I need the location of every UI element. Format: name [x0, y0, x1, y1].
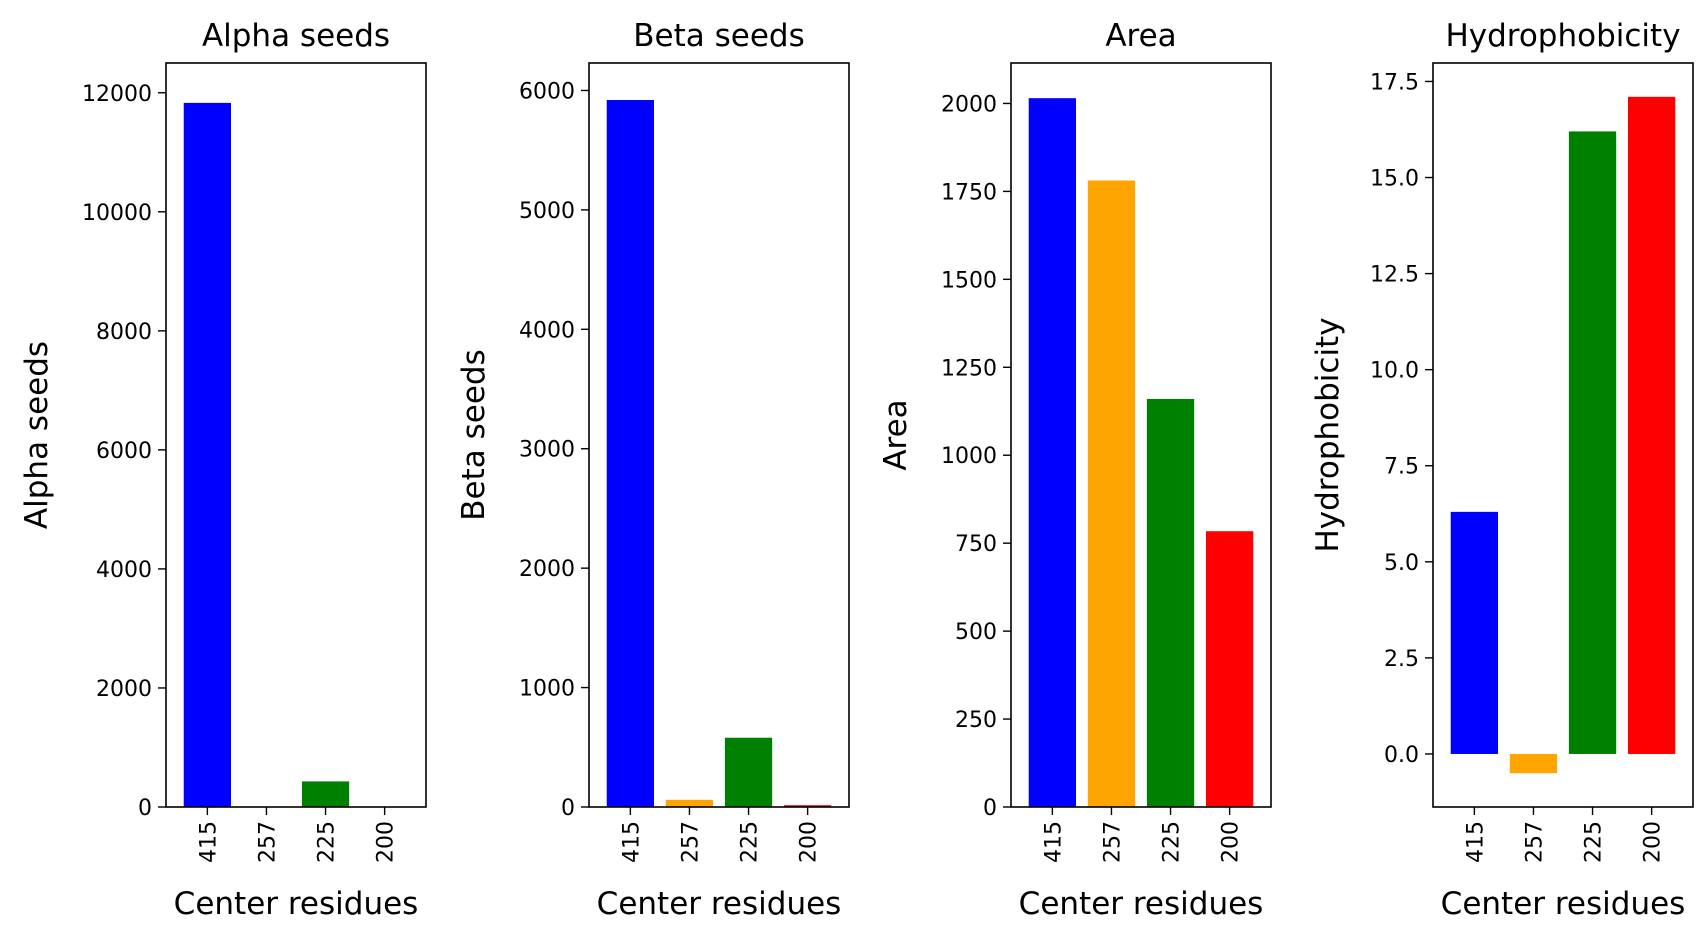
plot-frame: [1010, 62, 1272, 808]
bar-415: [183, 102, 231, 807]
y-tick-label: 1000: [519, 677, 575, 702]
x-tick-label: 257: [255, 821, 280, 863]
bar-200: [1206, 531, 1254, 807]
chart-panel-area: Area Area Center residues 0 250 500 750 1000…: [878, 18, 1272, 922]
y-tick-label: 2.5: [1384, 647, 1419, 672]
y-tick-label: 5000: [519, 199, 575, 224]
bar-257: [1087, 180, 1136, 808]
chart-panel-hydrophobicity: Hydrophobicity Hydrophobicity Center res…: [1310, 18, 1694, 922]
y-tick-label: 1500: [941, 268, 997, 293]
y-tick-label: 0: [561, 796, 575, 821]
x-axis-label: Center residues: [1441, 886, 1686, 922]
x-axis-label: Center residues: [597, 886, 842, 922]
bar-415: [1450, 511, 1498, 754]
x-tick-label: 257: [678, 821, 703, 863]
bar-415: [1028, 98, 1076, 807]
bar-415: [606, 100, 654, 807]
x-tick-label: 415: [196, 821, 221, 863]
x-tick-label: 415: [1463, 821, 1488, 863]
chart-panel-alpha-seeds: Alpha seeds Alpha seeds Center residues …: [19, 18, 427, 922]
x-tick-label: 415: [1041, 821, 1066, 863]
bar-257: [1509, 753, 1558, 774]
x-tick-label: 200: [374, 821, 399, 863]
y-tick-label: 1250: [941, 356, 997, 381]
y-tick-label: 1000: [941, 444, 997, 469]
x-axis-label: Center residues: [1019, 886, 1264, 922]
x-tick-label: 200: [1641, 821, 1666, 863]
bar-257: [665, 799, 714, 807]
y-tick-label: 12.5: [1370, 263, 1419, 288]
x-tick-label: 415: [619, 821, 644, 863]
y-tick-label: 2000: [96, 677, 152, 702]
y-tick-label: 2000: [519, 557, 575, 582]
x-tick-label: 200: [1219, 821, 1244, 863]
y-tick-label: 10000: [82, 201, 152, 226]
x-tick-label: 257: [1100, 821, 1125, 863]
y-tick-label: 12000: [82, 82, 152, 107]
chart-title: Beta seeds: [633, 18, 804, 54]
y-axis-label: Hydrophobicity: [1310, 317, 1346, 552]
x-tick-label: 225: [1582, 821, 1607, 863]
y-tick-label: 5.0: [1384, 551, 1419, 576]
y-axis-label: Area: [878, 399, 914, 470]
x-axis-label: Center residues: [174, 886, 419, 922]
y-tick-label: 6000: [96, 439, 152, 464]
bar-200: [784, 805, 832, 807]
x-tick-label: 225: [1160, 821, 1185, 863]
y-tick-label: 7.5: [1384, 455, 1419, 480]
y-axis-label: Alpha seeds: [19, 341, 55, 529]
chart-title: Area: [1105, 18, 1176, 54]
y-tick-label: 15.0: [1370, 167, 1419, 192]
y-tick-label: 0.0: [1384, 743, 1419, 768]
y-tick-label: 250: [955, 708, 997, 733]
y-tick-label: 4000: [96, 558, 152, 583]
y-tick-label: 0: [983, 796, 997, 821]
x-tick-label: 257: [1522, 821, 1547, 863]
x-tick-label: 225: [738, 821, 763, 863]
y-tick-label: 6000: [519, 79, 575, 104]
bar-225: [1568, 131, 1617, 754]
y-tick-label: 1750: [941, 180, 997, 205]
chart-title: Hydrophobicity: [1445, 18, 1680, 54]
y-tick-label: 3000: [519, 438, 575, 463]
bar-225: [724, 737, 773, 807]
y-tick-label: 750: [955, 532, 997, 557]
y-tick-label: 0: [138, 796, 152, 821]
y-tick-label: 2000: [941, 92, 997, 117]
chart-panel-beta-seeds: Beta seeds Beta seeds Center residues 0 1…: [456, 18, 850, 922]
y-tick-label: 8000: [96, 320, 152, 345]
chart-title: Alpha seeds: [202, 18, 390, 54]
plot-frame: [588, 62, 850, 808]
bar-200: [1628, 96, 1676, 754]
x-tick-label: 225: [315, 821, 340, 863]
y-tick-label: 4000: [519, 318, 575, 343]
plot-frame: [1432, 62, 1694, 808]
x-tick-label: 200: [797, 821, 822, 863]
y-tick-label: 17.5: [1370, 70, 1419, 95]
y-tick-label: 500: [955, 620, 997, 645]
y-tick-label: 10.0: [1370, 359, 1419, 384]
bar-225: [1146, 398, 1195, 807]
plot-frame: [165, 62, 427, 808]
bar-225: [301, 781, 350, 807]
y-axis-label: Beta seeds: [456, 349, 492, 520]
